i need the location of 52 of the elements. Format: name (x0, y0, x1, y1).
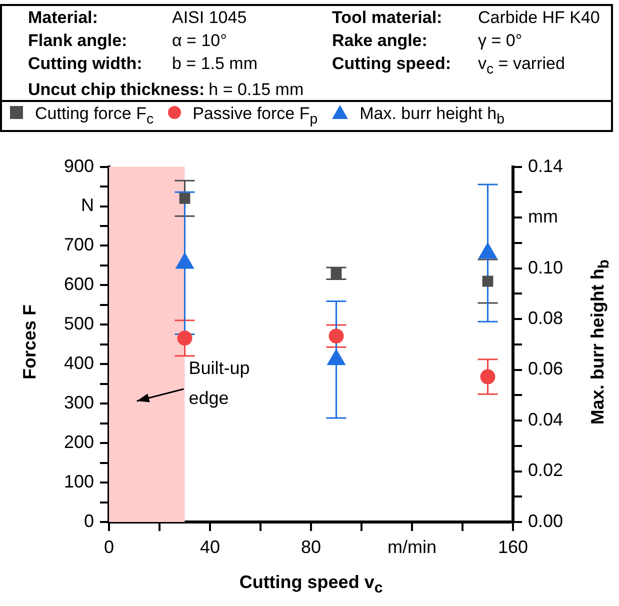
text: Carbide HF K40 (478, 8, 601, 28)
y2-tick-label: 0.00 (528, 510, 564, 531)
point (179, 192, 190, 204)
y-tick-label: 900 (64, 156, 94, 176)
point (482, 276, 494, 287)
y-tick-label: 400 (64, 353, 94, 374)
point (327, 349, 346, 366)
y-tick-label: 0 (84, 510, 94, 531)
y-axis-title: Forces F (20, 304, 40, 380)
y2-tick-label: 0.06 (528, 358, 564, 379)
x-tick-label: 160 (498, 536, 528, 557)
legend-label: Max. burr height h$_{b}$ (360, 104, 504, 128)
y2-tick-label: 0.14 (528, 156, 564, 176)
point (176, 252, 194, 269)
y-tick-label: N (81, 195, 94, 216)
y2-tick-label: 0.02 (528, 460, 564, 480)
y-tick-label: 300 (64, 392, 94, 413)
x-tick-label: m/min (388, 536, 436, 557)
text: Rake angle: (332, 31, 428, 51)
x-tick-label: 0 (104, 536, 114, 557)
y2-tick-label: mm (528, 206, 558, 227)
text: b = 1.5 mm (172, 54, 259, 75)
text: v$_{c}$ = varried (478, 54, 566, 78)
legend-label: Cutting force F$_{c}$ (35, 104, 154, 128)
text: α = 10° (172, 31, 228, 51)
x-tick-label: 40 (200, 536, 220, 557)
x-axis-title: Cutting speed v$_{c}$ (239, 572, 383, 597)
y-tick-label: 600 (64, 274, 94, 294)
x-tick-label: 80 (300, 536, 322, 557)
legend-label: Passive force F$_{p}$ (192, 104, 318, 128)
y-tick-label: 700 (64, 234, 94, 255)
y-tick-label: 500 (64, 314, 94, 334)
text: AISI 1045 (172, 8, 248, 28)
point (328, 328, 344, 344)
text: Cutting speed: (332, 54, 452, 75)
text: Cutting width: (28, 54, 144, 75)
text: Flank angle: (28, 31, 128, 51)
y2-tick-label: 0.10 (528, 257, 564, 278)
y-tick-label: 200 (64, 432, 94, 452)
point (330, 268, 342, 279)
y-tick-label: 100 (64, 472, 94, 492)
y2-tick-label: 0.08 (528, 308, 564, 328)
band-label: Built-up edge (188, 358, 250, 408)
text: h = 0.15 mm (208, 80, 304, 100)
text: γ = 0° (478, 31, 524, 51)
text: Tool material: (332, 8, 444, 28)
y2-tick-label: 0.04 (528, 409, 564, 430)
text: Material: (28, 8, 99, 28)
point (478, 242, 497, 259)
text: Uncut chip thickness: (28, 80, 205, 100)
point (480, 369, 496, 384)
point (177, 330, 192, 346)
